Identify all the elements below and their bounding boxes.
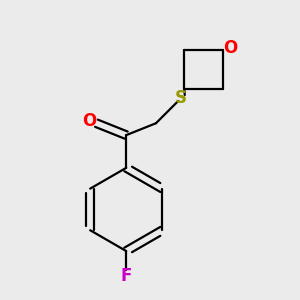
Text: S: S	[175, 89, 187, 107]
Text: O: O	[82, 112, 96, 130]
Text: F: F	[121, 267, 132, 285]
Text: O: O	[223, 39, 237, 57]
